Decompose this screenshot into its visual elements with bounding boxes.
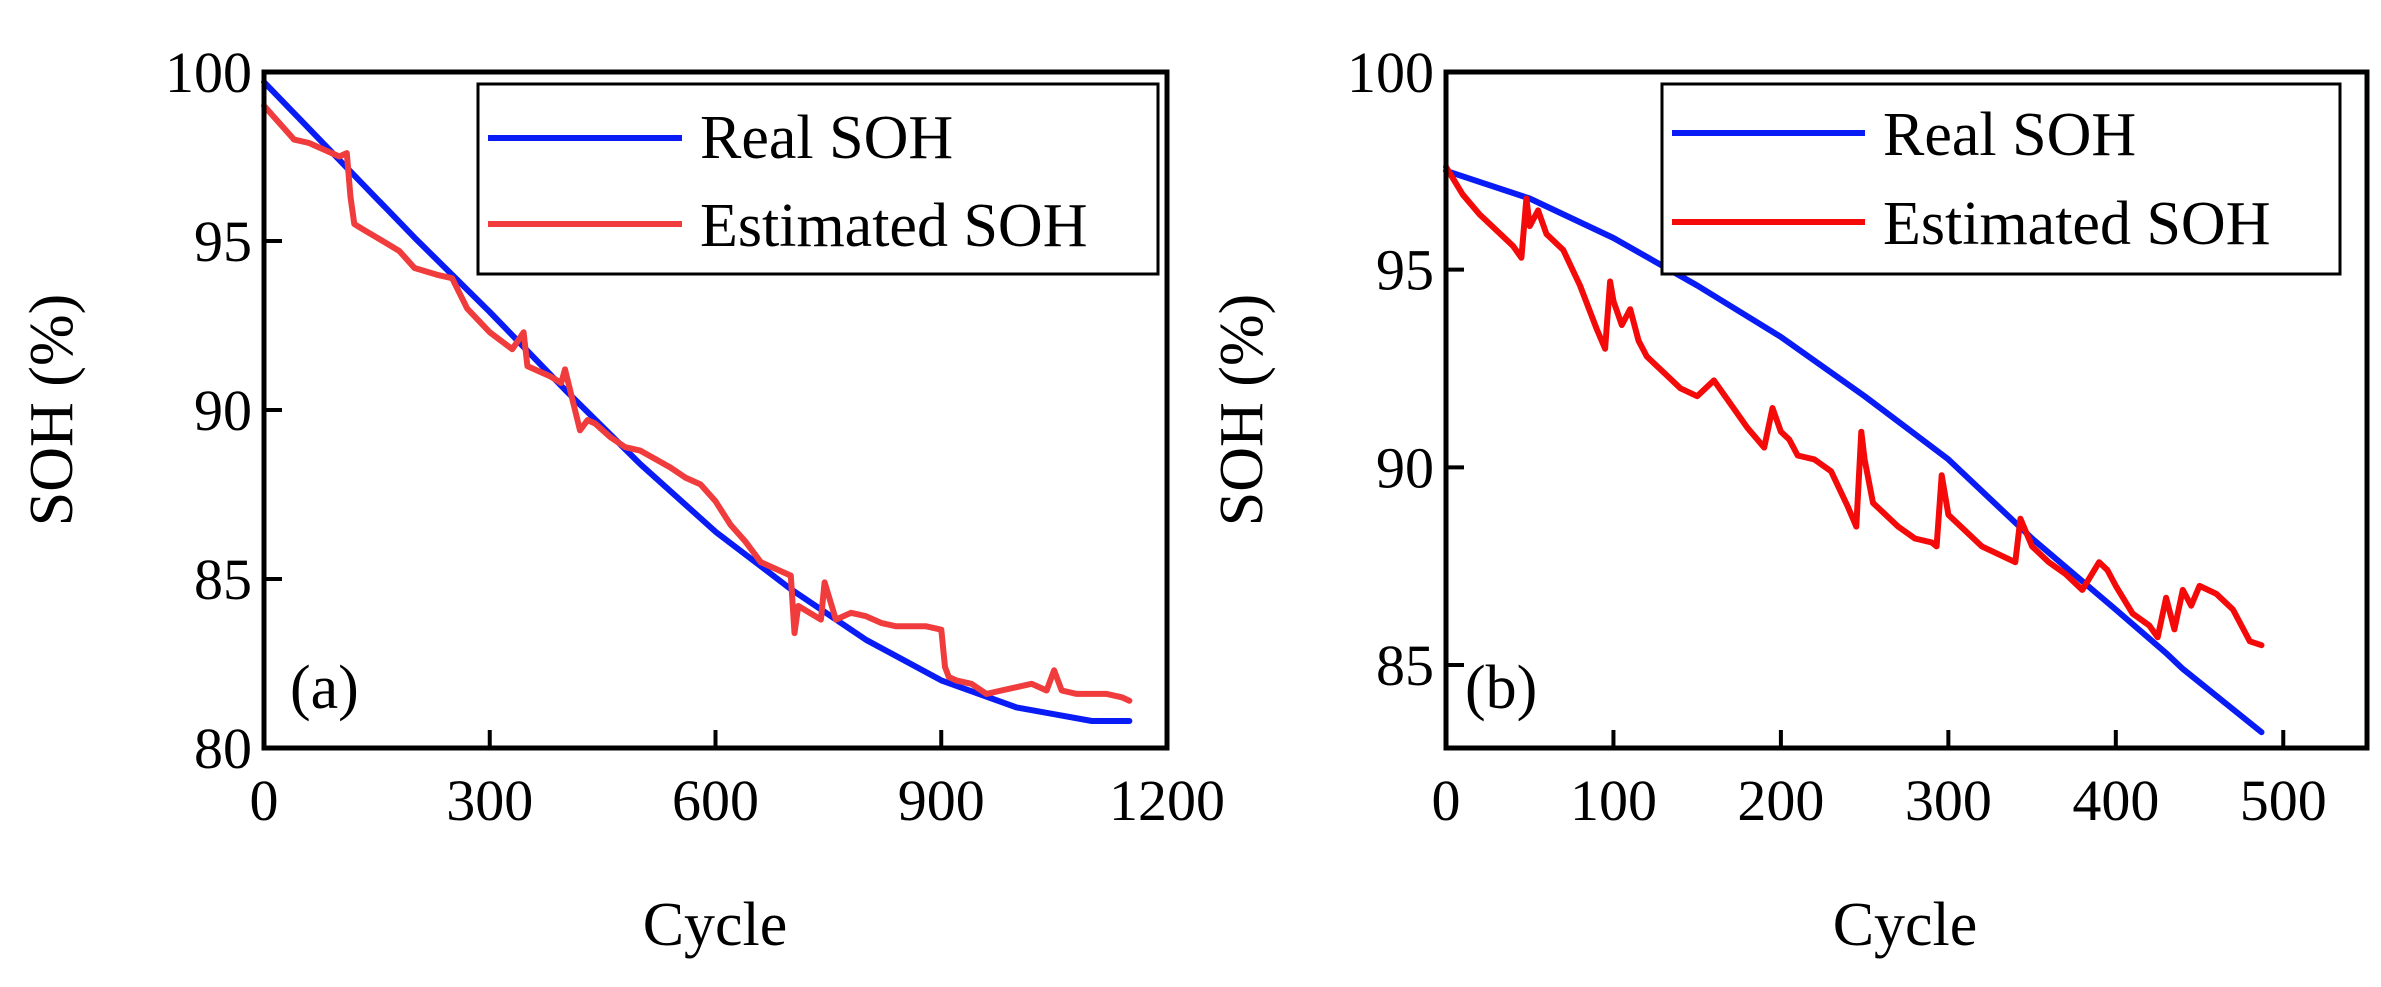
panel-b-x-tick-labels: 0 100 200 300 400 500 <box>1432 768 2327 833</box>
panel-a-plot-area: 0 300 600 900 1200 80 85 90 95 100 <box>165 40 1225 833</box>
panel-b-legend-box <box>1660 82 2342 276</box>
panel-a-y-tick-label: 100 <box>165 40 252 105</box>
panel-a-y-tick-label: 90 <box>194 378 252 443</box>
panel-b-x-tick-label: 500 <box>2240 768 2327 833</box>
panel-a-series-real-soh-line <box>261 79 1133 724</box>
panel-b-x-tick-label: 100 <box>1570 768 1657 833</box>
panel-b-x-axis-title: Cycle <box>1833 891 1978 959</box>
panel-b-series-lines <box>1443 163 2265 736</box>
panel-b-ticks <box>1444 70 2286 748</box>
panel-a-x-tick-label: 300 <box>446 768 533 833</box>
panel-a-x-tick-label: 1200 <box>1109 768 1225 833</box>
panel-b-plot-area: 0 100 200 300 400 500 85 90 95 100 <box>1347 40 2370 833</box>
panel-a-x-tick-label: 600 <box>672 768 759 833</box>
panel-a-y-tick-label: 80 <box>194 716 252 781</box>
panel-a-legend-real-label: Real SOH <box>700 104 953 172</box>
panel-b-x-tick-label: 200 <box>1737 768 1824 833</box>
panel-a-y-tick-labels: 80 85 90 95 100 <box>165 40 252 781</box>
panel-a-x-tick-label: 0 <box>250 768 279 833</box>
panel-a-panel-label: (a) <box>290 654 359 722</box>
panel-b-legend-estimated-label: Estimated SOH <box>1883 190 2270 258</box>
panel-b-x-tick-label: 0 <box>1432 768 1461 833</box>
panel-b-series-real-soh-line <box>1443 167 2265 736</box>
panel-b-y-axis-title: SOH (%) <box>1208 294 1276 526</box>
panel-b-x-tick-label: 300 <box>1905 768 1992 833</box>
panel-a-series-estimated-soh-line <box>261 102 1133 704</box>
panel-b-axes-frame <box>1443 69 2370 751</box>
panel-b-y-tick-label: 95 <box>1376 238 1434 303</box>
panel-a-ticks <box>262 70 1169 750</box>
panel-b-y-tick-label: 100 <box>1347 40 1434 105</box>
panel-a-legend-estimated-label: Estimated SOH <box>700 192 1087 260</box>
panel-a-y-axis-title: SOH (%) <box>18 294 86 526</box>
panel-a-y-tick-label: 85 <box>194 547 252 612</box>
panel-b-series-estimated-soh-line <box>1443 163 2265 649</box>
panel-a-x-tick-label: 900 <box>898 768 985 833</box>
panel-a-legend: Real SOH Estimated SOH <box>476 82 1160 276</box>
panel-b-y-tick-label: 85 <box>1376 633 1434 698</box>
panel-b-y-tick-label: 90 <box>1376 435 1434 500</box>
panel-a-x-tick-labels: 0 300 600 900 1200 <box>250 768 1226 833</box>
panel-b-x-tick-label: 400 <box>2072 768 2159 833</box>
panel-b-legend: Real SOH Estimated SOH <box>1660 82 2342 276</box>
panel-b-panel-label: (b) <box>1465 654 1537 722</box>
panel-b-legend-real-label: Real SOH <box>1883 101 2136 169</box>
panel-a-series-lines <box>261 79 1133 724</box>
panel-b-y-tick-labels: 85 90 95 100 <box>1347 40 1434 698</box>
panel-a-y-tick-label: 95 <box>194 209 252 274</box>
panel-a: 0 300 600 900 1200 80 85 90 95 100 Cycle SOH (%)… <box>18 40 1225 959</box>
panel-b: 0 100 200 300 400 500 85 90 95 100 Cycle SOH (%)… <box>1208 40 2370 959</box>
panel-a-x-axis-title: Cycle <box>643 891 788 959</box>
panel-a-legend-box <box>476 82 1160 276</box>
